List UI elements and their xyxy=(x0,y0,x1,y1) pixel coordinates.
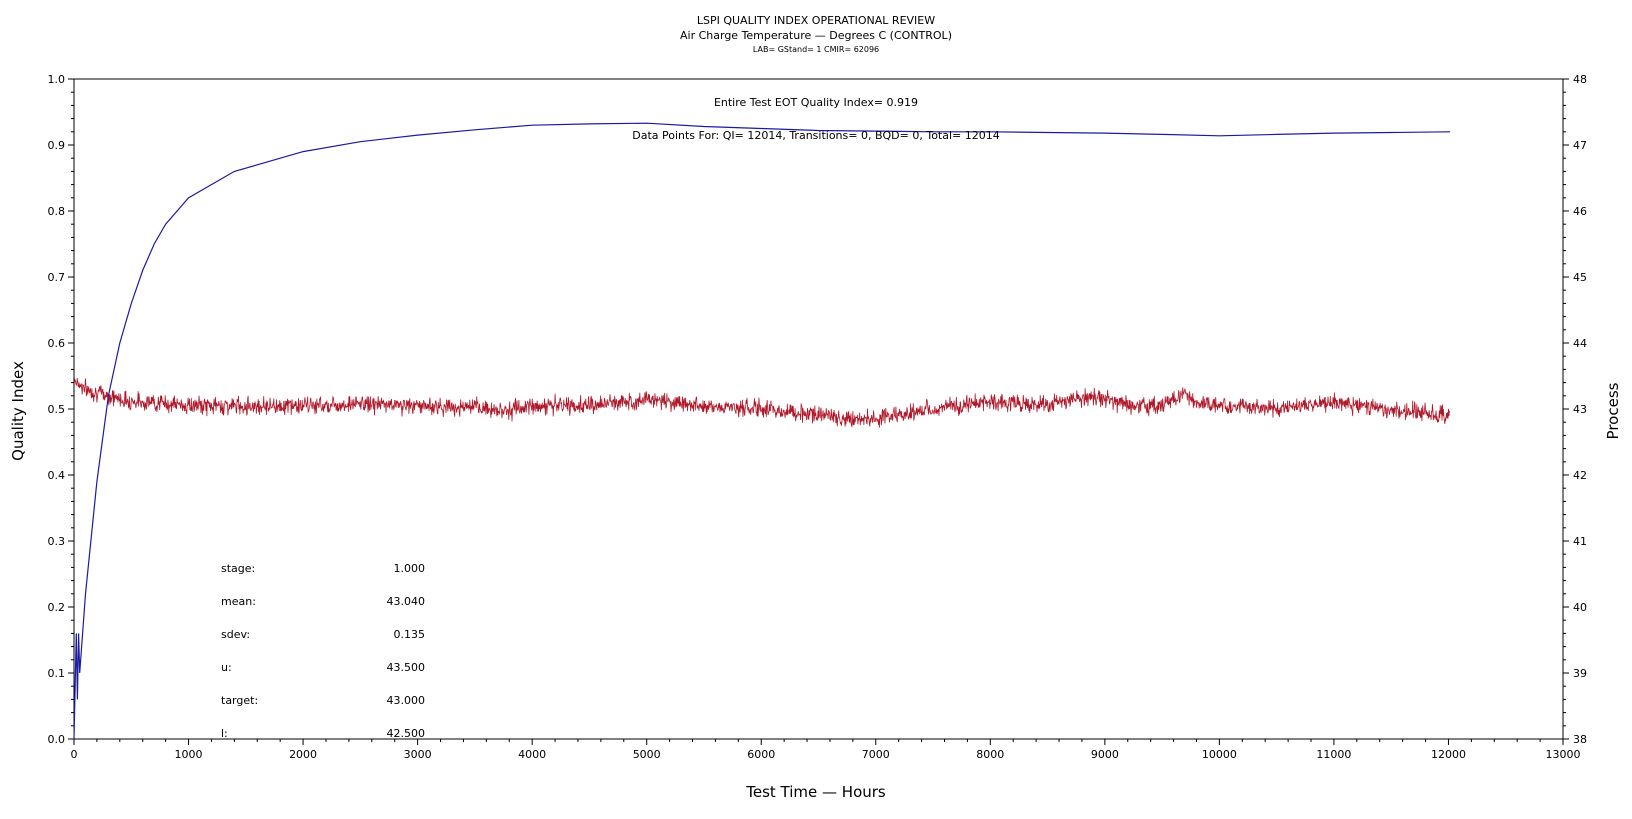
datapoints-annotation: Data Points For: QI= 12014, Transitions=… xyxy=(632,129,1000,142)
x-tick-label: 4000 xyxy=(518,748,546,761)
y-tick-label: 0.8 xyxy=(48,205,66,218)
stat-value: 1.000 xyxy=(394,562,426,575)
y2-tick-label: 48 xyxy=(1573,73,1587,86)
chart-subsubtitle: LAB= GStand= 1 CMIR= 62096 xyxy=(753,45,879,54)
stat-value: 43.040 xyxy=(387,595,426,608)
stats-block: stage: 1.000 mean: 43.040 sdev: 0.135 u:… xyxy=(221,562,425,740)
y-tick-label: 0.9 xyxy=(48,139,66,152)
y-tick-label: 1.0 xyxy=(48,73,66,86)
x-tick-label: 11000 xyxy=(1316,748,1351,761)
x-axis-label: Test Time — Hours xyxy=(745,783,886,801)
y-tick-label: 0.6 xyxy=(48,337,66,350)
y2-tick-label: 41 xyxy=(1573,535,1587,548)
stat-label: mean: xyxy=(221,595,256,608)
stat-label: u: xyxy=(221,661,232,674)
y2-axis-label: Process xyxy=(1604,382,1622,439)
y-tick-label: 0.3 xyxy=(48,535,66,548)
process-series-line xyxy=(73,378,1451,428)
x-tick-label: 9000 xyxy=(1091,748,1119,761)
y-tick-label: 0.7 xyxy=(48,271,66,284)
y2-tick-label: 44 xyxy=(1573,337,1587,350)
stat-value: 43.500 xyxy=(387,661,426,674)
stat-label: l: xyxy=(221,727,228,740)
y2-tick-label: 45 xyxy=(1573,271,1587,284)
x-tick-label: 3000 xyxy=(404,748,432,761)
x-tick-label: 8000 xyxy=(976,748,1004,761)
x-tick-label: 12000 xyxy=(1431,748,1466,761)
x-tick-label: 5000 xyxy=(633,748,661,761)
x-tick-label: 10000 xyxy=(1202,748,1237,761)
y-tick-label: 0.1 xyxy=(48,667,66,680)
chart-title: LSPI QUALITY INDEX OPERATIONAL REVIEW xyxy=(697,14,935,27)
y2-tick-label: 38 xyxy=(1573,733,1587,746)
x-tick-label: 6000 xyxy=(747,748,775,761)
y2-tick-label: 39 xyxy=(1573,667,1587,680)
quality-index-series-line xyxy=(73,122,1451,740)
x-tick-label: 1000 xyxy=(175,748,203,761)
x-tick-label: 0 xyxy=(71,748,78,761)
data-series xyxy=(73,122,1451,740)
y-tick-label: 0.4 xyxy=(48,469,66,482)
stat-value: 43.000 xyxy=(387,694,426,707)
y2-tick-label: 43 xyxy=(1573,403,1587,416)
y-tick-label: 0.2 xyxy=(48,601,66,614)
y-axis-label: Quality Index xyxy=(9,361,27,461)
x-tick-label: 7000 xyxy=(862,748,890,761)
y-tick-label: 0.0 xyxy=(48,733,66,746)
stat-value: 42.500 xyxy=(387,727,426,740)
y2-tick-label: 40 xyxy=(1573,601,1587,614)
tick-labels: 0 1000 2000 3000 4000 5000 6000 7000 8000 9000 100… xyxy=(48,73,1588,761)
stat-label: stage: xyxy=(221,562,255,575)
stat-value: 0.135 xyxy=(394,628,426,641)
y2-tick-label: 47 xyxy=(1573,139,1587,152)
x-tick-label: 2000 xyxy=(289,748,317,761)
y-tick-label: 0.5 xyxy=(48,403,66,416)
y2-tick-label: 42 xyxy=(1573,469,1587,482)
chart-subtitle: Air Charge Temperature — Degrees C (CONT… xyxy=(680,29,952,42)
axis-ticks xyxy=(68,78,1569,745)
y2-tick-label: 46 xyxy=(1573,205,1587,218)
stat-label: target: xyxy=(221,694,258,707)
eot-annotation: Entire Test EOT Quality Index= 0.919 xyxy=(714,96,918,109)
x-tick-label: 13000 xyxy=(1546,748,1581,761)
stat-label: sdev: xyxy=(221,628,250,641)
